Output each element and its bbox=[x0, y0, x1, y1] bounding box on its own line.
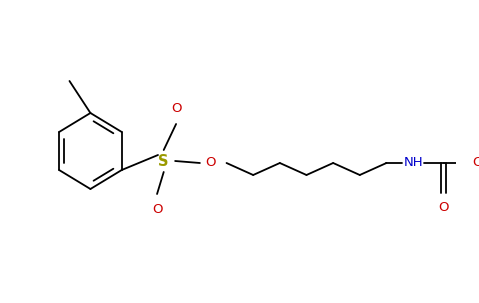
Text: O: O bbox=[152, 203, 162, 216]
Text: S: S bbox=[159, 154, 169, 168]
Text: O: O bbox=[171, 102, 182, 115]
Text: O: O bbox=[205, 157, 216, 169]
Text: NH: NH bbox=[404, 157, 424, 169]
Text: O: O bbox=[438, 201, 449, 214]
Text: O: O bbox=[473, 157, 479, 169]
